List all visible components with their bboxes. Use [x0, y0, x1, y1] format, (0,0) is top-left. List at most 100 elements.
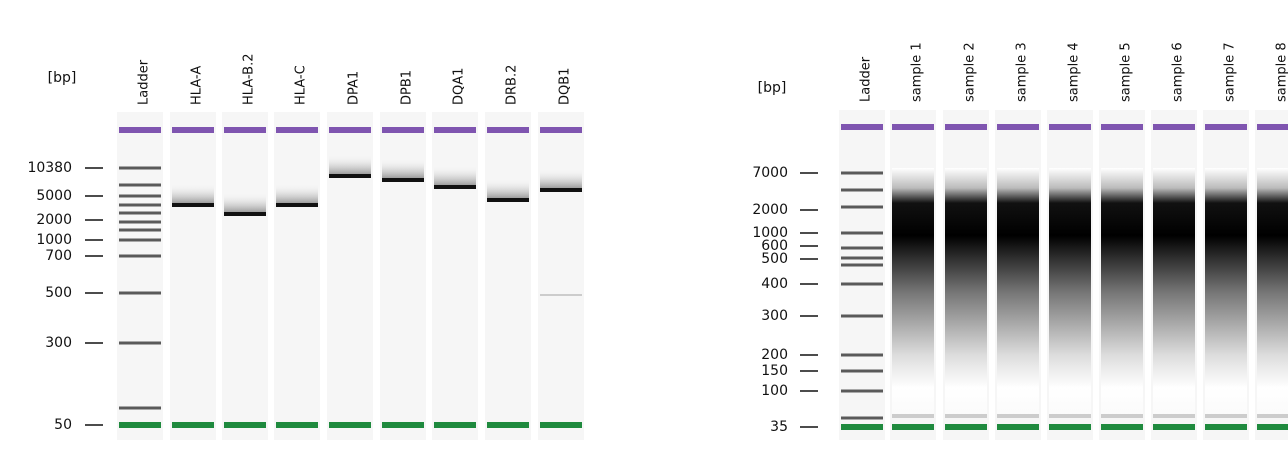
band: [119, 195, 161, 198]
lane: [274, 112, 320, 440]
lane-label: sample 7: [1223, 42, 1238, 102]
band: [1049, 414, 1091, 418]
lane-label: sample 6: [1171, 42, 1186, 102]
marker-upper: [276, 127, 318, 133]
marker-lower: [1205, 424, 1247, 430]
marker-lower: [434, 422, 476, 428]
band: [841, 370, 883, 373]
lane-label: HLA-A: [190, 66, 205, 105]
marker-lower: [945, 424, 987, 430]
marker-lower: [329, 422, 371, 428]
lane-label: sample 1: [910, 42, 925, 102]
marker-upper: [997, 124, 1039, 130]
band: [119, 184, 161, 187]
marker-lower: [224, 422, 266, 428]
lane-label: DQA1: [452, 68, 467, 105]
marker-upper: [945, 124, 987, 130]
marker-lower: [276, 422, 318, 428]
marker-upper: [540, 127, 582, 133]
size-label: 500: [761, 251, 788, 267]
band: [540, 188, 582, 192]
band: [841, 390, 883, 393]
smear: [1153, 168, 1195, 418]
size-label: 700: [45, 248, 72, 264]
marker-upper: [1153, 124, 1195, 130]
size-label: 300: [761, 308, 788, 324]
marker-lower: [1153, 424, 1195, 430]
band: [841, 172, 883, 175]
smear: [276, 183, 318, 203]
lane-label: DRB.2: [505, 65, 520, 105]
band: [382, 178, 424, 182]
size-label: 5000: [36, 188, 72, 204]
lane: [432, 112, 478, 440]
marker-upper: [434, 127, 476, 133]
size-label: 400: [761, 276, 788, 292]
lane-label: DPA1: [347, 71, 362, 105]
unit-label: [bp]: [48, 70, 77, 86]
band: [487, 198, 529, 202]
lane-label: Ladder: [859, 56, 874, 102]
size-label: 2000: [752, 202, 788, 218]
size-label: 10380: [27, 160, 72, 176]
smear: [1101, 168, 1143, 418]
smear: [892, 168, 934, 418]
band: [945, 414, 987, 418]
size-label: 100: [761, 383, 788, 399]
marker-lower: [997, 424, 1039, 430]
smear: [434, 165, 476, 185]
marker-upper: [329, 127, 371, 133]
band: [119, 342, 161, 345]
band: [119, 221, 161, 224]
lane-label: sample 4: [1067, 42, 1082, 102]
lane: [538, 112, 584, 440]
smear: [487, 178, 529, 198]
band: [119, 255, 161, 258]
size-label: 35: [770, 419, 788, 435]
lane-label: HLA-B.2: [242, 54, 257, 105]
smear: [1257, 168, 1288, 418]
marker-upper: [841, 124, 883, 130]
size-label: 2000: [36, 212, 72, 228]
marker-lower: [172, 422, 214, 428]
size-label: 150: [761, 363, 788, 379]
band: [276, 203, 318, 207]
band: [841, 257, 883, 260]
marker-upper: [1205, 124, 1247, 130]
smear: [540, 168, 582, 188]
band: [119, 292, 161, 295]
band: [119, 239, 161, 242]
marker-lower: [540, 422, 582, 428]
smear: [1049, 168, 1091, 418]
band: [224, 212, 266, 216]
size-label: 300: [45, 335, 72, 351]
marker-lower: [1049, 424, 1091, 430]
band: [1101, 414, 1143, 418]
size-label: 200: [761, 347, 788, 363]
lane: [485, 112, 531, 440]
marker-upper: [224, 127, 266, 133]
lane-label: sample 3: [1015, 42, 1030, 102]
marker-upper: [1049, 124, 1091, 130]
marker-upper: [172, 127, 214, 133]
band: [841, 264, 883, 267]
band: [841, 354, 883, 357]
band: [119, 407, 161, 410]
marker-upper: [1101, 124, 1143, 130]
lane: [117, 112, 163, 440]
band: [841, 417, 883, 420]
band: [841, 247, 883, 250]
marker-lower: [1101, 424, 1143, 430]
marker-upper: [382, 127, 424, 133]
lane-label: HLA-C: [294, 65, 309, 105]
band: [1257, 414, 1288, 418]
band: [119, 167, 161, 170]
marker-upper: [1257, 124, 1288, 130]
marker-upper: [119, 127, 161, 133]
gel-figure: [bp] LadderHLA-AHLA-B.2HLA-CDPA1DPB1DQA1…: [0, 0, 1288, 460]
lane-label: sample 8: [1275, 42, 1288, 102]
lane: [222, 112, 268, 440]
marker-lower: [382, 422, 424, 428]
marker-upper: [487, 127, 529, 133]
lane-label: DQB1: [558, 68, 573, 105]
